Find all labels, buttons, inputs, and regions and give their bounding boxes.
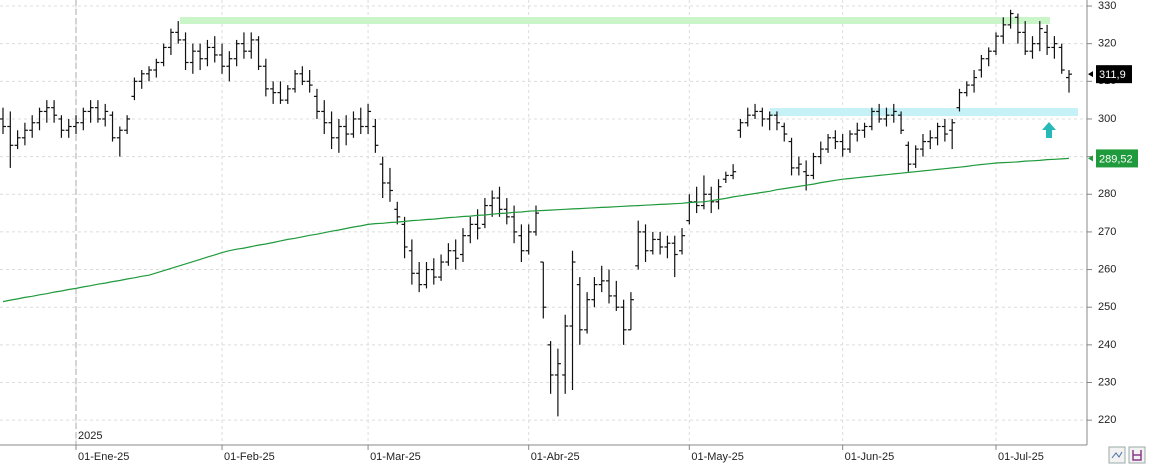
y-tick-label: 280 xyxy=(1098,188,1116,200)
x-tick-label: 01-Mar-25 xyxy=(370,451,421,463)
x-tick-label: 01-Jul-25 xyxy=(998,451,1044,463)
y-tick-label: 330 xyxy=(1098,0,1116,12)
ma-pointer xyxy=(1088,155,1093,162)
last-price-label: 311,9 xyxy=(1099,69,1126,81)
y-tick-label: 300 xyxy=(1098,113,1116,125)
x-tick-label: 01-Feb-25 xyxy=(224,451,275,463)
y-tick-label: 270 xyxy=(1098,226,1116,238)
ma-last-box xyxy=(1096,149,1138,168)
save-icon xyxy=(1132,450,1142,461)
grid xyxy=(0,0,1087,445)
x-tick-label: 01-Abr-25 xyxy=(531,451,580,463)
y-tick-label: 220 xyxy=(1098,414,1116,426)
last-price-box xyxy=(1096,65,1132,84)
x-tick-label: 01-Jun-25 xyxy=(845,451,895,463)
y-tick-label: 230 xyxy=(1098,376,1116,388)
resistance-band xyxy=(180,17,1050,24)
year-label: 2025 xyxy=(78,430,102,442)
zoom-icon xyxy=(1111,451,1123,459)
x-tick-label: 01-Ene-25 xyxy=(78,451,129,463)
y-tick-label: 320 xyxy=(1098,38,1116,50)
y-tick-label: 240 xyxy=(1098,339,1116,351)
y-tick-label: 250 xyxy=(1098,301,1116,313)
last-price-pointer xyxy=(1088,71,1093,78)
up-arrow xyxy=(1042,122,1056,138)
price-bars xyxy=(0,9,1072,417)
y-tick-label: 260 xyxy=(1098,263,1116,275)
moving-average xyxy=(2,157,1070,303)
support-band xyxy=(770,108,1078,116)
x-tick-label: 01-May-25 xyxy=(691,451,744,463)
bands xyxy=(180,17,1078,138)
ma-last-label: 289,52 xyxy=(1099,153,1133,165)
